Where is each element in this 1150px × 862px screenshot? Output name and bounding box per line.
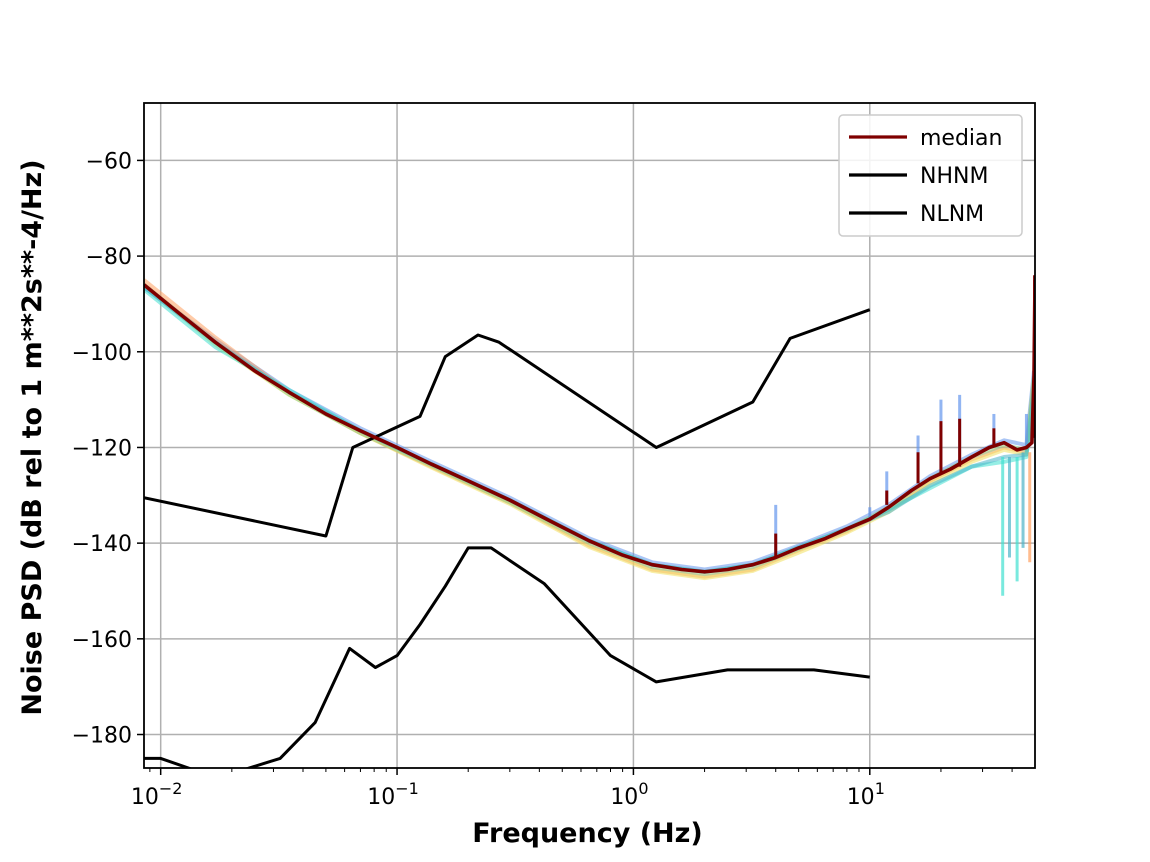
spectrum-orange-line [144, 278, 1035, 579]
legend: median NHNM NLNM [838, 114, 1023, 237]
x-tick-exponent: 0 [638, 779, 648, 798]
y-axis-title: Noise PSD (dB rel to 1 m**2s**-4/Hz) [17, 159, 48, 715]
y-tick-label: −160 [72, 628, 132, 653]
x-tick-label: 101 [847, 779, 885, 810]
legend-label: median [920, 126, 1002, 151]
legend-box [838, 114, 1023, 237]
x-tick-base: 10 [610, 785, 638, 810]
y-axis: −60 −80 −100 −120 −140 −160 −180 [72, 149, 144, 749]
individual-spectra [144, 278, 1035, 581]
x-axis: 10−2 10−1 100 101 [131, 768, 1013, 810]
spectrum-green-line [144, 283, 1035, 577]
spectral-spikes [774, 275, 1035, 596]
noise-model-curves [144, 308, 871, 768]
y-tick-label: −100 [72, 341, 132, 366]
plot-frame [143, 102, 1036, 769]
y-tick-label: −180 [72, 724, 132, 749]
x-tick-base: 10 [367, 785, 395, 810]
x-tick-label: 100 [610, 779, 648, 810]
legend-label: NLNM [920, 202, 984, 227]
median-curve-layer [144, 279, 1035, 574]
spectrum-yellow-line [144, 283, 1035, 581]
x-tick-exponent: −1 [395, 779, 419, 798]
x-tick-exponent: 1 [875, 779, 885, 798]
y-tick-label: −60 [86, 149, 132, 174]
x-tick-base: 10 [847, 785, 875, 810]
x-tick-label: 10−1 [367, 779, 419, 810]
y-tick-label: −120 [72, 436, 132, 461]
legend-label: NHNM [920, 164, 988, 189]
y-tick-label: −80 [86, 245, 132, 270]
x-axis-title: Frequency (Hz) [472, 818, 702, 849]
nhnm-curve [144, 308, 871, 538]
median-curve [144, 279, 1035, 574]
y-tick-label: −140 [72, 532, 132, 557]
spectrum-cyan-line [144, 288, 1035, 574]
x-tick-base: 10 [131, 785, 159, 810]
plot-area [144, 275, 1035, 768]
x-tick-exponent: −2 [159, 779, 183, 798]
spectrum-teal-line [144, 285, 1035, 574]
x-tick-label: 10−2 [131, 779, 183, 810]
nlnm-curve [144, 546, 870, 768]
